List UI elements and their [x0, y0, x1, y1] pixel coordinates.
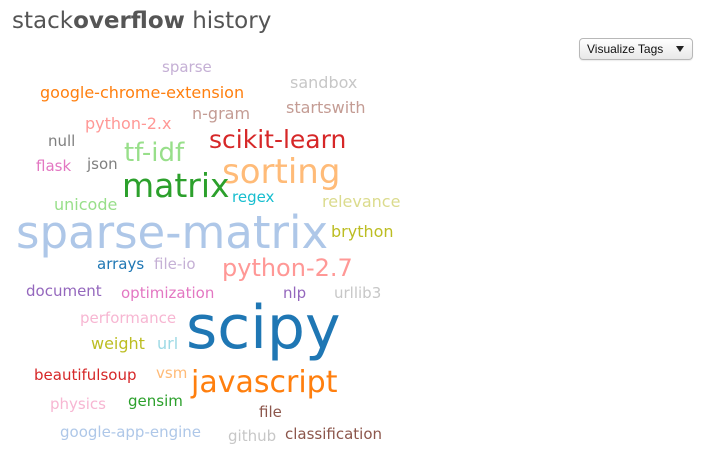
tag-optimization[interactable]: optimization: [121, 284, 215, 302]
tag-url[interactable]: url: [157, 334, 179, 353]
tag-python-2x[interactable]: python-2.x: [85, 114, 172, 133]
tag-classification[interactable]: classification: [285, 425, 383, 443]
tag-performance[interactable]: performance: [80, 309, 177, 327]
tag-arrays[interactable]: arrays: [97, 255, 145, 273]
tag-file-io[interactable]: file-io: [154, 255, 196, 273]
tag-python-27[interactable]: python-2.7: [222, 254, 353, 282]
tag-sparse-matrix[interactable]: sparse-matrix: [16, 206, 329, 259]
tag-scipy[interactable]: scipy: [186, 293, 341, 363]
tag-google-chrome-extension[interactable]: google-chrome-extension: [40, 83, 245, 102]
tag-github[interactable]: github: [228, 427, 277, 445]
tag-regex[interactable]: regex: [232, 188, 275, 206]
tag-physics[interactable]: physics: [50, 395, 106, 413]
tag-startswith[interactable]: startswith: [286, 98, 366, 117]
tag-scikit-learn[interactable]: scikit-learn: [209, 125, 347, 154]
chevron-down-icon: [676, 46, 684, 52]
tag-brython[interactable]: brython: [331, 222, 394, 241]
tag-beautifulsoup[interactable]: beautifulsoup: [34, 366, 137, 384]
tag-sparse[interactable]: sparse: [162, 58, 212, 76]
tag-weight[interactable]: weight: [91, 334, 145, 353]
title-suffix: history: [184, 8, 272, 34]
tag-javascript[interactable]: javascript: [191, 365, 338, 400]
tag-nlp[interactable]: nlp: [283, 284, 307, 302]
tag-tf-idf[interactable]: tf-idf: [124, 138, 185, 168]
tag-flask[interactable]: flask: [36, 157, 72, 175]
visualize-tags-select[interactable]: Visualize Tags: [579, 38, 693, 60]
tag-unicode[interactable]: unicode: [54, 195, 118, 214]
tag-document[interactable]: document: [26, 282, 102, 300]
tag-matrix[interactable]: matrix: [122, 166, 230, 205]
tag-google-app-engine[interactable]: google-app-engine: [60, 423, 202, 441]
tag-null[interactable]: null: [48, 132, 76, 150]
tag-sandbox[interactable]: sandbox: [290, 73, 358, 92]
title-prefix: stack: [12, 8, 74, 34]
tag-n-gram[interactable]: n-gram: [192, 104, 251, 123]
tag-gensim[interactable]: gensim: [128, 392, 183, 410]
tag-file[interactable]: file: [259, 403, 282, 421]
title-bold: overflow: [73, 8, 185, 34]
page-title: stackoverflow history: [12, 8, 271, 34]
visualize-tags-label: Visualize Tags: [587, 42, 664, 56]
tag-urllib3[interactable]: urllib3: [334, 284, 382, 302]
tag-sorting[interactable]: sorting: [222, 152, 341, 192]
tag-json[interactable]: json: [87, 155, 118, 173]
tag-vsm[interactable]: vsm: [156, 364, 188, 382]
tag-relevance[interactable]: relevance: [322, 192, 401, 211]
